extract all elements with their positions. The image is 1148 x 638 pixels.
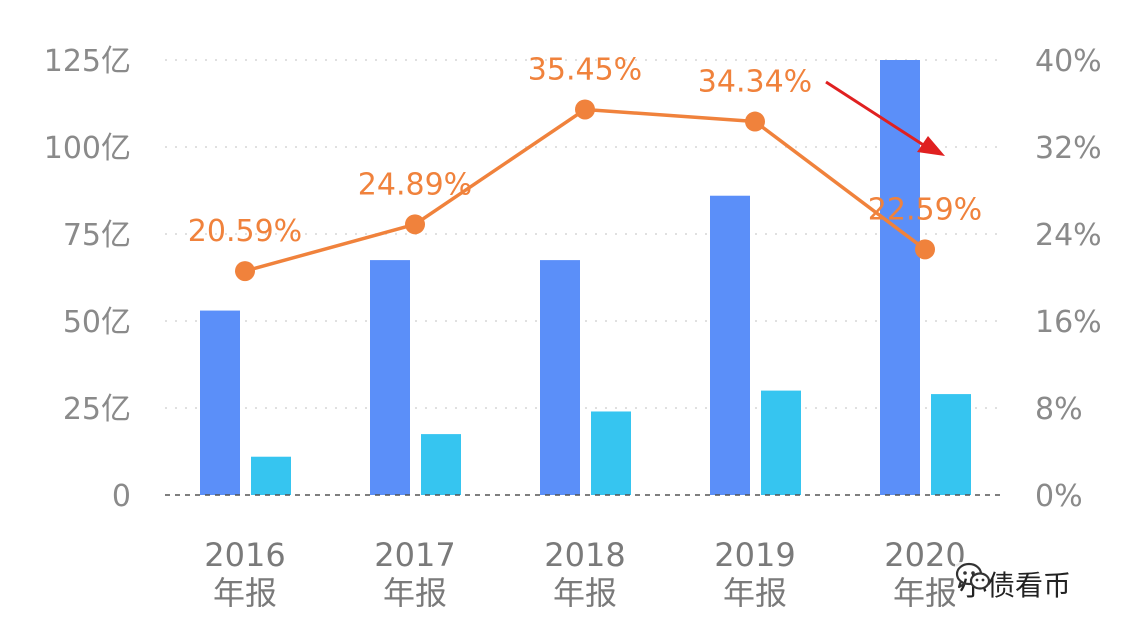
bar: [591, 411, 631, 495]
line-data-label: 34.34%: [698, 65, 812, 100]
x-tick-label: 2018: [544, 536, 625, 574]
y-right-tick-label: 24%: [1035, 218, 1102, 253]
bar: [421, 434, 461, 495]
x-tick-label: 2019: [714, 536, 795, 574]
y-right-tick-label: 32%: [1035, 131, 1102, 166]
line-data-label: 22.59%: [868, 192, 982, 227]
bar: [540, 260, 580, 495]
bar: [931, 394, 971, 495]
axes: 0 0%25亿 8%50亿 16%75亿 24%100亿 32%125亿 40%2016年报…: [44, 44, 1102, 612]
y-right-tick-label: 0%: [1035, 479, 1083, 514]
y-left-tick-label: 125亿: [44, 44, 131, 79]
line-point: [235, 261, 255, 282]
bar: [761, 390, 801, 495]
y-left-tick-label: 100亿: [44, 131, 131, 166]
bar: [370, 260, 410, 495]
x-tick-label: 年报: [213, 574, 277, 612]
y-right-tick-label: 8%: [1035, 392, 1083, 427]
y-left-tick-label: 75亿: [63, 218, 131, 253]
annotation: [825, 80, 945, 156]
line-data-label: 20.59%: [188, 214, 302, 249]
line-series: [235, 99, 935, 282]
line-point: [575, 99, 595, 120]
y-right-tick-label: 16%: [1035, 305, 1102, 340]
x-tick-label: 2016: [204, 536, 285, 574]
arrow-head: [917, 136, 945, 156]
x-tick-label: 年报: [553, 574, 617, 612]
line-data-label: 35.45%: [528, 52, 642, 87]
line-point: [745, 111, 765, 132]
bar: [200, 310, 240, 495]
data-labels: 20.59% 24.89% 35.45% 34.34% 22.59%: [188, 52, 982, 249]
x-tick-label: 年报: [723, 574, 787, 612]
x-tick-label: 年报: [383, 574, 447, 612]
y-right-tick-label: 40%: [1035, 44, 1102, 79]
x-tick-label: 2017: [374, 536, 455, 574]
y-left-tick-label: 50亿: [63, 305, 131, 340]
line-point: [405, 214, 425, 235]
bar: [251, 456, 291, 495]
line-series-path: [244, 107, 927, 273]
bar-series: [200, 60, 971, 495]
x-tick-label: 年报: [893, 574, 957, 612]
line-data-label: 24.89%: [358, 167, 472, 202]
wechat-icon: [955, 562, 991, 590]
x-tick-label: 2020: [884, 536, 965, 574]
y-left-tick-label: 25亿: [63, 392, 131, 427]
watermark: 小债看币: [955, 562, 1076, 606]
line-point: [915, 239, 935, 260]
bar: [880, 60, 920, 495]
arrow-shaft: [825, 80, 926, 148]
bar: [710, 195, 750, 495]
y-left-tick-label: 0: [112, 479, 131, 514]
